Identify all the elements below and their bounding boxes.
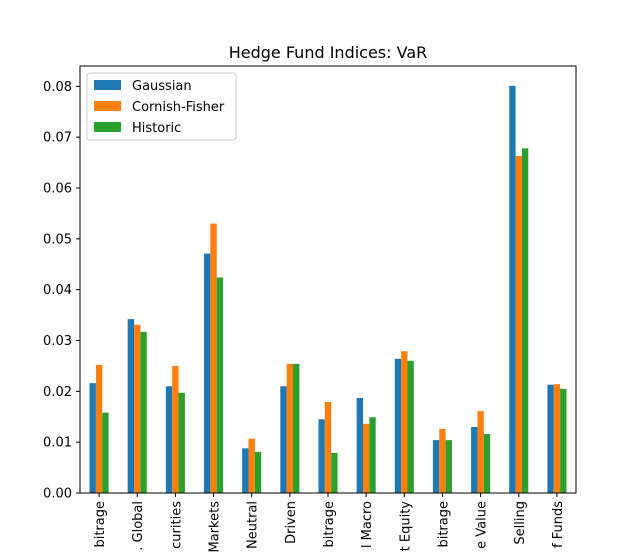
bar-gaussian-0	[89, 383, 96, 493]
legend: Gaussian Cornish-Fisher Historic	[86, 72, 237, 141]
bar-gaussian-7	[356, 397, 363, 493]
bar-gaussian-9	[432, 440, 440, 493]
y-axis: 0.00 0.01 0.02 0.03 0.04 0.05 0.06 0.07 0.08	[43, 80, 80, 502]
x-tick-label: e Value	[475, 501, 490, 549]
y-tick-label: 0.07	[43, 131, 72, 146]
y-tick-label: 0.04	[43, 283, 72, 298]
legend-swatch-cornish-fisher	[94, 101, 121, 111]
y-tick-label: 0.00	[43, 487, 72, 502]
x-tick-label: Selling	[513, 501, 528, 545]
y-tick-label: 0.05	[43, 232, 72, 247]
bar-cornish-fisher-10	[477, 411, 484, 493]
x-tick-label: t Equity	[398, 501, 413, 552]
bar-cornish-fisher-11	[515, 155, 522, 494]
bar-cornish-fisher-4	[248, 438, 255, 493]
bar-cornish-fisher-3	[210, 223, 217, 493]
bar-gaussian-12	[547, 384, 554, 493]
bar-historic-1	[140, 331, 147, 493]
bar-gaussian-10	[471, 426, 478, 493]
legend-swatch-gaussian	[94, 80, 121, 90]
x-tick-label: Driven	[284, 501, 299, 544]
x-tick-label: Markets	[208, 501, 223, 553]
bar-gaussian-1	[127, 319, 135, 493]
bar-historic-11	[521, 148, 529, 493]
legend-label-gaussian: Gaussian	[132, 79, 192, 94]
bar-historic-4	[254, 451, 262, 493]
y-tick-label: 0.08	[43, 80, 72, 95]
bar-historic-2	[178, 392, 185, 493]
bar-cornish-fisher-0	[95, 364, 103, 493]
bar-historic-7	[369, 417, 376, 493]
x-tick-label: . Global	[131, 501, 146, 551]
x-axis: bitrage . Global curities Markets Neutral Dri…	[93, 493, 566, 552]
bar-cornish-fisher-7	[362, 423, 370, 493]
bar-gaussian-3	[204, 253, 211, 493]
legend-label-historic: Historic	[132, 121, 181, 136]
y-tick-label: 0.01	[43, 436, 72, 451]
x-tick-label: Neutral	[246, 501, 261, 549]
bar-historic-8	[407, 360, 414, 493]
x-tick-label: bitrage	[93, 501, 108, 548]
bar-historic-6	[331, 452, 338, 493]
y-tick-label: 0.02	[43, 385, 72, 400]
bar-gaussian-11	[509, 85, 516, 493]
legend-frame	[86, 72, 237, 141]
chart-title: Hedge Fund Indices: VaR	[229, 43, 428, 62]
y-tick-label: 0.03	[43, 334, 72, 349]
bar-cornish-fisher-6	[324, 402, 332, 493]
bar-cornish-fisher-5	[286, 363, 294, 493]
bar-gaussian-2	[165, 386, 173, 493]
bar-cornish-fisher-8	[401, 351, 408, 493]
bar-historic-12	[560, 388, 567, 493]
bar-cornish-fisher-12	[553, 384, 561, 493]
plot-bars	[89, 85, 567, 494]
x-tick-label: bitrage	[436, 501, 451, 548]
x-tick-label: bitrage	[322, 501, 337, 548]
x-tick-label: l Macro	[360, 501, 375, 548]
bar-gaussian-4	[242, 448, 249, 493]
bar-historic-10	[483, 434, 491, 493]
x-tick-label: curities	[169, 501, 184, 549]
bar-gaussian-6	[318, 419, 325, 493]
legend-swatch-historic	[94, 122, 121, 132]
x-tick-label: f Funds	[551, 501, 566, 548]
bar-historic-9	[445, 440, 452, 493]
bar-cornish-fisher-2	[172, 365, 179, 493]
y-tick-label: 0.06	[43, 182, 72, 197]
bar-historic-3	[216, 277, 224, 493]
bar-cornish-fisher-9	[439, 428, 446, 493]
bar-historic-5	[293, 363, 300, 493]
bar-cornish-fisher-1	[134, 324, 141, 493]
legend-label-cornish-fisher: Cornish-Fisher	[132, 100, 225, 115]
bar-historic-0	[102, 412, 109, 493]
bar-gaussian-8	[394, 358, 402, 493]
bar-gaussian-5	[280, 386, 287, 493]
